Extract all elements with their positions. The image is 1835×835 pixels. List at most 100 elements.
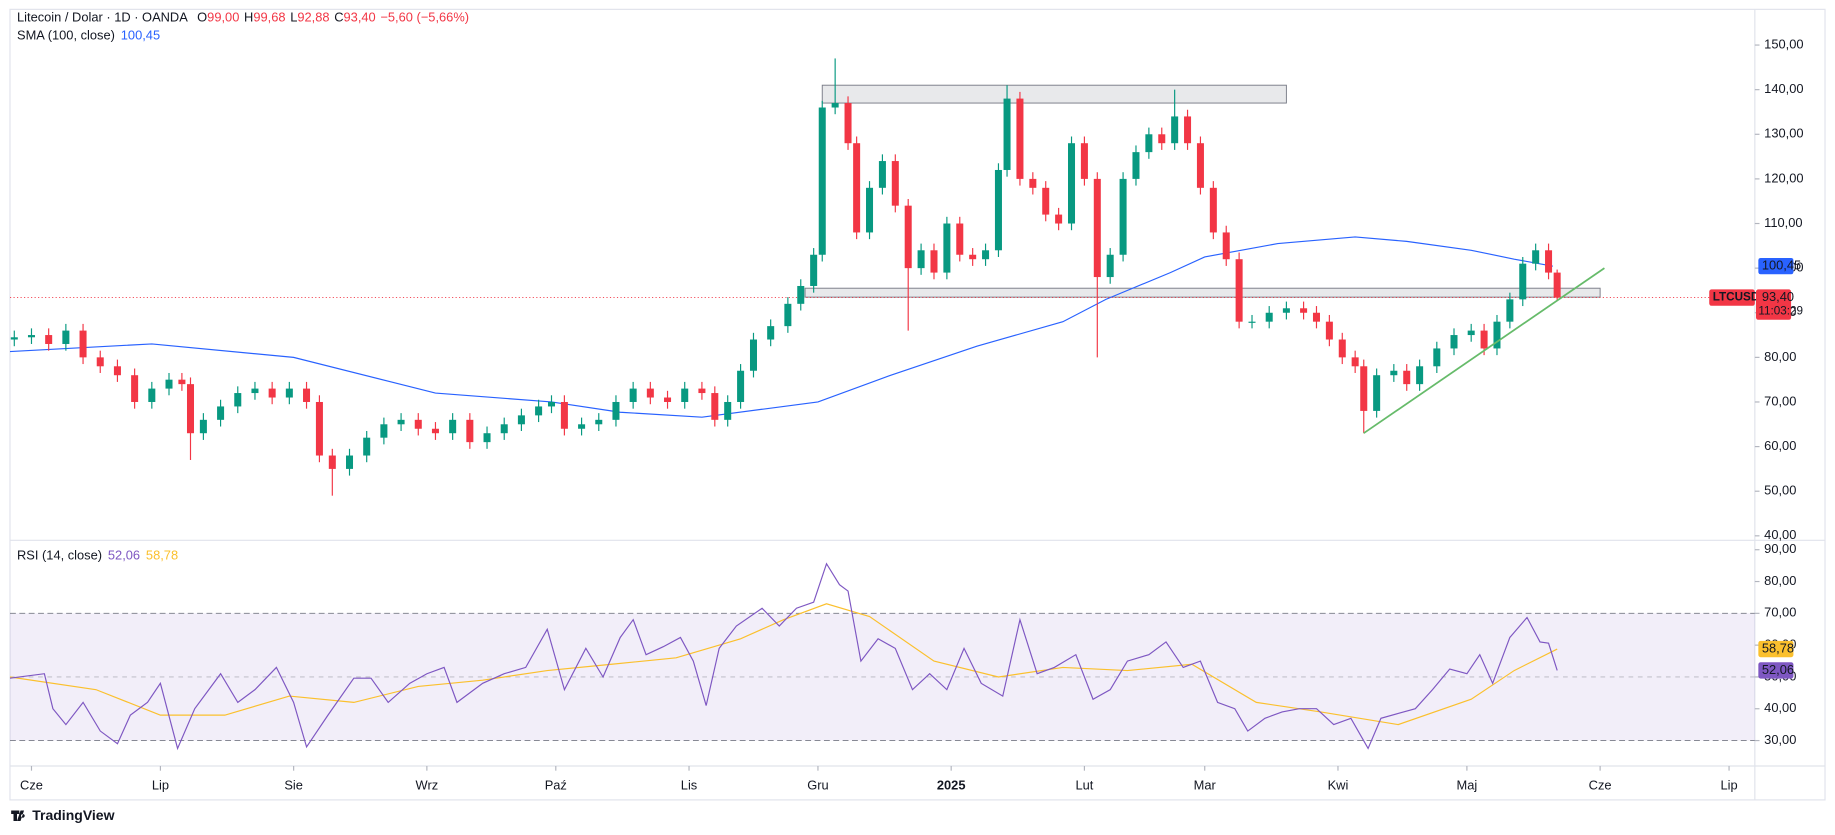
zone <box>821 84 1287 104</box>
candle-body <box>844 103 852 144</box>
candle-body <box>234 393 242 407</box>
candle-body <box>1390 370 1398 376</box>
candle-body <box>994 169 1002 251</box>
candle-body <box>1506 299 1514 322</box>
candle-body <box>1265 312 1273 322</box>
candle-body <box>866 187 874 233</box>
candle-body <box>1132 152 1140 179</box>
symbol-title: Litecoin / Dolar · 1D · OANDA <box>17 10 188 25</box>
price-badge-label: 93,40 <box>1762 289 1794 304</box>
candle-body <box>1145 134 1153 153</box>
candle-body <box>891 161 899 206</box>
candle-body <box>711 393 719 420</box>
candle-body <box>1545 250 1553 273</box>
candle-body <box>629 388 637 402</box>
y-tick-label: 70,00 <box>1764 605 1796 620</box>
candle-body <box>303 388 311 402</box>
x-tick-label: 2025 <box>937 777 966 792</box>
candle-body <box>1325 321 1333 340</box>
candle-body <box>131 375 139 402</box>
candle-body <box>148 388 156 402</box>
y-tick-label: 110,00 <box>1764 215 1802 230</box>
candle-body <box>1068 143 1076 224</box>
candle-body <box>251 388 259 394</box>
candle-body <box>681 388 689 402</box>
candle-body <box>268 388 276 398</box>
candle-body <box>982 250 990 260</box>
candle-body <box>328 455 336 469</box>
ohlc-key: L <box>290 10 297 25</box>
chart-frame <box>9 8 1826 801</box>
candle-body <box>199 419 207 434</box>
ohlc-value: 92,88 <box>297 10 329 25</box>
candle-body <box>1016 98 1024 179</box>
candle-body <box>878 161 886 188</box>
footer[interactable]: TradingView <box>11 807 115 823</box>
candle-body <box>646 388 654 398</box>
candle-body <box>1042 187 1050 215</box>
legend: Litecoin / Dolar · 1D · OANDA O99,00 H99,6… <box>17 10 469 25</box>
candle-body <box>767 326 775 340</box>
y-tick-label: 30,00 <box>1764 732 1796 747</box>
ohlc-key: H <box>244 10 253 25</box>
x-tick-label: Paź <box>545 777 567 792</box>
rsi-badge-label: 52,06 <box>1762 662 1794 677</box>
candle-body <box>1003 98 1011 170</box>
x-tick-label: Sie <box>284 777 303 792</box>
candle-body <box>737 370 745 402</box>
rsi-legend: RSI (14, close) 52,06 58,78 <box>17 548 178 563</box>
candle-body <box>930 250 938 273</box>
candle-body <box>1493 321 1501 349</box>
candle-body <box>113 366 121 376</box>
y-tick-label: 40,00 <box>1764 700 1796 715</box>
candle-body <box>917 250 925 269</box>
x-tick-label: Maj <box>1457 777 1478 792</box>
candle-body <box>1106 254 1114 278</box>
candle-body <box>1532 250 1540 264</box>
rsi-ma-line <box>9 603 1558 726</box>
candle-body <box>27 335 35 338</box>
x-tick-label: Kwi <box>1328 777 1349 792</box>
candle-body <box>1300 308 1308 313</box>
candle-body <box>1553 272 1561 298</box>
candle-body <box>1433 348 1441 367</box>
candle-body <box>449 419 457 434</box>
symbol-badge-label: LTCUSD <box>1713 291 1760 304</box>
candle-body <box>397 419 405 425</box>
sma-value: 100,45 <box>121 28 160 43</box>
ohlc-value: 99,00 <box>207 10 239 25</box>
x-tick-label: Mar <box>1194 777 1217 792</box>
candle-body <box>466 419 474 443</box>
y-tick-label: 120,00 <box>1764 170 1803 185</box>
ohlc-key: C <box>334 10 343 25</box>
candle-body <box>1171 116 1179 144</box>
brand[interactable]: TradingView <box>32 807 114 823</box>
y-tick-label: 80,00 <box>1764 349 1796 364</box>
candle-body <box>664 397 672 402</box>
candle-body <box>217 406 225 420</box>
candle-body <box>10 337 18 340</box>
rsi-legend-value: 52,06 <box>108 548 140 563</box>
candle-body <box>483 433 491 443</box>
candle-body <box>1196 143 1204 188</box>
candle-body <box>1222 232 1230 260</box>
sma-line <box>9 236 1553 418</box>
candle-body <box>810 254 818 286</box>
candle-body <box>956 223 964 255</box>
ohlc-key: O <box>197 10 207 25</box>
candle-body <box>79 330 87 358</box>
symbol-badge <box>1709 289 1755 306</box>
x-tick-label: Cze <box>1589 777 1612 792</box>
candle-body <box>1119 178 1127 255</box>
x-tick-label: Cze <box>20 777 43 792</box>
ohlc-value: 99,68 <box>253 10 285 25</box>
ohlc-value: 93,40 <box>344 10 376 25</box>
change: −5,60 (−5,66%) <box>380 10 469 25</box>
y-tick-label: 70,00 <box>1764 393 1796 408</box>
candle-body <box>784 303 792 327</box>
candle-body <box>1373 375 1381 411</box>
candle-body <box>1282 308 1290 313</box>
candle-body <box>1248 321 1256 323</box>
x-tick-label: Gru <box>807 777 828 792</box>
